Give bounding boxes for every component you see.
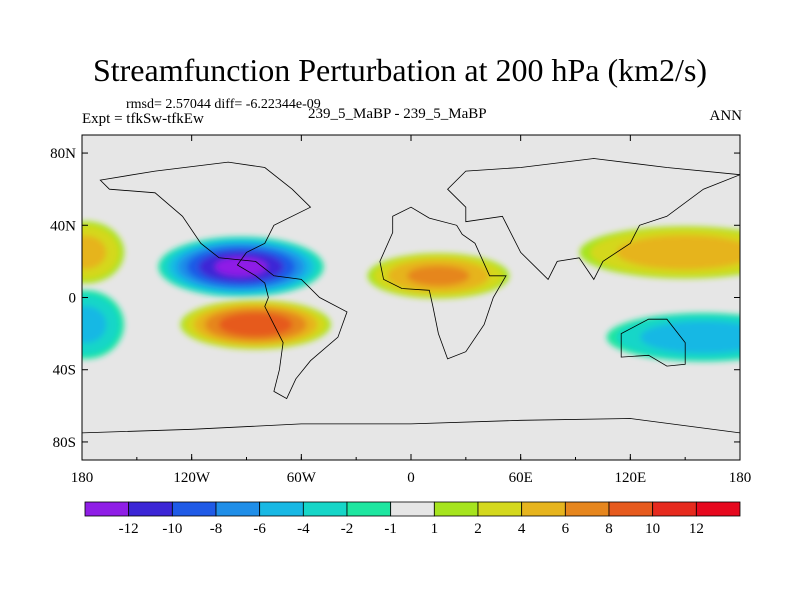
y-axis: 80N 40N 0 40S 80S — [50, 146, 740, 451]
colorbar-swatch — [302, 501, 348, 517]
colorbar-swatch — [84, 501, 130, 517]
colorbar-label: -4 — [297, 521, 310, 537]
y-tick-label: 40N — [50, 218, 76, 234]
continent-outline — [99, 161, 348, 400]
colorbar-swatch — [521, 501, 566, 517]
colorbar-label: -8 — [210, 521, 223, 537]
colorbar-swatch — [171, 501, 217, 517]
contour-tropical-e-pacific-high-8 — [218, 312, 293, 337]
map-background — [82, 135, 740, 460]
map-neutral-field — [82, 135, 740, 460]
case-label: 239_5_MaBP - 239_5_MaBP — [308, 106, 487, 122]
colorbar-label: -10 — [162, 521, 182, 537]
y-tick-label: 40S — [53, 363, 76, 379]
colorbar-swatch — [695, 501, 741, 517]
colorbar: -12 -10 -8 -6 -4 -2 -1 1 2 4 6 8 10 12 — [84, 501, 741, 537]
chart-title: Streamfunction Perturbation at 200 hPa (… — [92, 52, 708, 88]
colorbar-swatch — [259, 501, 304, 517]
continent-outline — [82, 418, 740, 434]
colorbar-label: 6 — [562, 521, 570, 537]
x-axis: 180 120W 60W 0 60E 120E 180 — [71, 135, 752, 486]
contour-w-pacific-high-4 — [616, 235, 740, 270]
colorbar-label: -2 — [341, 521, 354, 537]
continent-outline — [620, 318, 686, 367]
colorbar-swatch — [608, 501, 654, 517]
experiment-label: Expt = tfkSw-tfkEw — [82, 111, 204, 127]
x-tick-label: 60W — [287, 470, 317, 486]
colorbar-label: 8 — [605, 521, 613, 537]
contour-date-line-high-4 — [82, 235, 107, 269]
x-tick-label: 60E — [509, 470, 533, 486]
colorbar-swatch — [215, 501, 261, 517]
colorbar-swatch — [390, 501, 435, 517]
colorbar-swatch — [346, 501, 392, 517]
x-tick-label: 0 — [407, 470, 415, 486]
contour-s-pacific-low-4 — [640, 321, 740, 354]
continent-outlines — [82, 158, 740, 434]
colorbar-swatch — [477, 501, 523, 517]
colorbar-label: 10 — [645, 521, 660, 537]
colorbar-label: 1 — [431, 521, 439, 537]
y-tick-label: 0 — [69, 291, 77, 307]
colorbar-label: -1 — [384, 521, 397, 537]
colorbar-label: 4 — [518, 521, 526, 537]
colorbar-swatch — [564, 501, 610, 517]
contour-date-line-low-4 — [82, 306, 107, 344]
season-label: ANN — [709, 108, 743, 124]
x-tick-label: 180 — [729, 470, 752, 486]
colorbar-swatch — [128, 501, 173, 517]
x-tick-label: 120E — [614, 470, 646, 486]
x-tick-label: 180 — [71, 470, 94, 486]
contour-africa-high-6 — [407, 265, 470, 286]
y-tick-label: 80N — [50, 146, 76, 162]
colorbar-swatch — [652, 501, 697, 517]
colorbar-label: 2 — [474, 521, 482, 537]
colorbar-label: 12 — [689, 521, 704, 537]
continent-outline — [379, 206, 507, 360]
colorbar-swatch — [433, 501, 479, 517]
x-tick-label: 120W — [173, 470, 211, 486]
rmsd-stats: rmsd= 2.57044 diff= -6.22344e-09 — [126, 97, 321, 112]
colorbar-label: -12 — [119, 521, 139, 537]
colorbar-label: -6 — [253, 521, 266, 537]
y-tick-label: 80S — [53, 435, 76, 451]
continent-outline — [447, 158, 740, 281]
